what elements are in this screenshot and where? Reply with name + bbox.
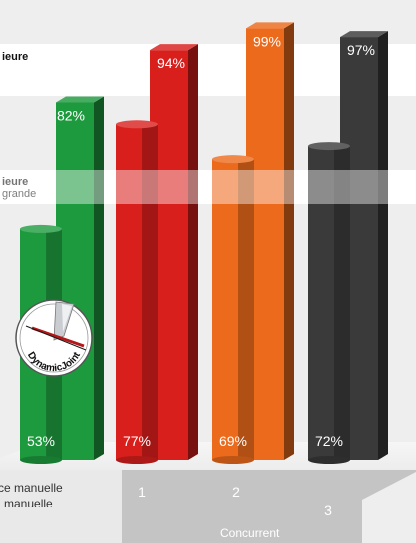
front-bar-shade-3: [334, 146, 350, 460]
dynamicjoint-logo: DynamicJoint: [15, 299, 93, 377]
front-bar-label-3: 72%: [315, 433, 343, 449]
front-bar-label-0: 53%: [27, 433, 55, 449]
back-bar-label-0: 82%: [57, 107, 85, 123]
front-bar-shade-2: [238, 159, 254, 460]
category-label-1: 1: [138, 484, 146, 500]
back-bar-top-0: [56, 96, 104, 103]
front-bar-base-3: [308, 456, 350, 464]
floor-front-right: [122, 470, 416, 543]
band-top-label: ieure: [2, 51, 29, 63]
floor-label-line1: ce manuelle: [0, 481, 63, 495]
category-label-2: 2: [232, 484, 240, 500]
back-bar-side-1: [188, 44, 198, 460]
back-bar-side-0: [94, 96, 104, 460]
front-bar-base-0: [20, 456, 62, 464]
back-bar-label-3: 97%: [347, 42, 375, 58]
front-bar-label-1: 77%: [123, 433, 151, 449]
front-bar-base-1: [116, 456, 158, 464]
front-bar-base-2: [212, 456, 254, 464]
back-bar-label-2: 99%: [253, 33, 281, 49]
back-bar-top-3: [340, 31, 388, 38]
front-bar-cap-1: [116, 120, 158, 129]
floor-front-left: [0, 470, 122, 543]
concurrent-group-label: Concurrent: [220, 526, 280, 540]
band-bottom-sublabel: grande: [2, 188, 37, 200]
category-label-3: 3: [324, 502, 332, 518]
back-bar-side-3: [378, 31, 388, 461]
front-bar-cap-3: [308, 142, 350, 151]
front-bar-shade-1: [142, 124, 158, 460]
back-bar-top-1: [150, 44, 198, 51]
band-bottom-label: ieure: [2, 176, 29, 188]
front-bar-label-2: 69%: [219, 433, 247, 449]
back-bar-top-2: [246, 22, 294, 29]
back-bar-0: [56, 102, 94, 460]
band-overlay: [0, 170, 416, 204]
front-bar-cap-0: [20, 224, 62, 233]
back-bar-side-2: [284, 22, 294, 461]
floor-label-line2: manuelle: [4, 497, 53, 511]
back-bar-label-1: 94%: [157, 55, 185, 71]
front-bar-cap-2: [212, 155, 254, 164]
